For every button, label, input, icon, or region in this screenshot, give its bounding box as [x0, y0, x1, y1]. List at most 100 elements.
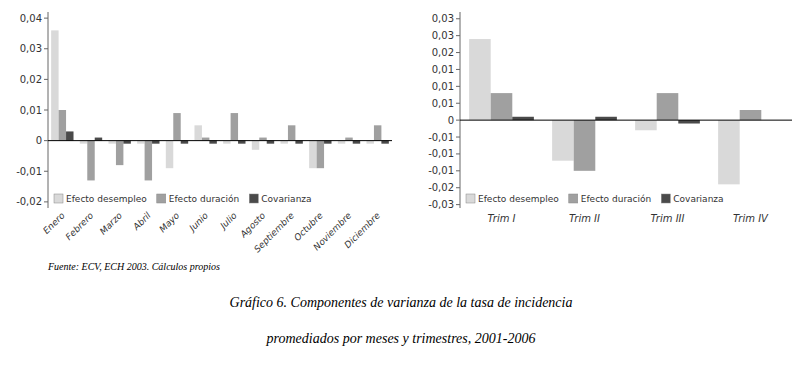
bar	[491, 93, 513, 120]
bar	[317, 141, 324, 169]
y-tick-label: 0,02	[432, 47, 454, 58]
legend-label: Efecto desempleo	[478, 194, 559, 204]
y-tick	[44, 48, 48, 49]
x-tick-label: Febrero	[64, 210, 96, 242]
bar	[374, 125, 381, 140]
bar	[145, 141, 152, 181]
bar	[595, 117, 617, 120]
bar	[309, 141, 316, 169]
y-tick	[44, 110, 48, 111]
x-tick-label: Trim III	[651, 213, 685, 224]
y-tick-label: -0,01	[428, 148, 454, 159]
x-tick-label: Enero	[41, 210, 67, 236]
y-tick-label: 0,03	[432, 13, 454, 24]
y-tick-label: 0,02	[20, 74, 42, 85]
bar	[252, 141, 259, 150]
y-tick-label: -0,01	[428, 132, 454, 143]
y-tick	[456, 187, 460, 188]
bar	[51, 30, 58, 140]
bar	[288, 125, 295, 140]
y-tick-label: 0,03	[432, 30, 454, 41]
legend-swatch	[661, 194, 670, 203]
y-tick-label: -0,03	[428, 199, 454, 210]
legend-swatch	[249, 194, 258, 203]
bar	[512, 117, 534, 120]
bar	[173, 113, 180, 141]
y-tick	[456, 120, 460, 121]
bars	[51, 30, 389, 180]
y-tick-label: 0	[36, 135, 42, 146]
x-tick-label: Diciembre	[342, 210, 382, 250]
y-tick-label: 0,01	[432, 81, 454, 92]
y-tick	[456, 52, 460, 53]
legend-label: Efecto duración	[169, 194, 240, 204]
y-tick-label: -0,01	[428, 165, 454, 176]
y-tick	[44, 201, 48, 202]
y-tick-label: 0,01	[20, 105, 42, 116]
y-tick	[44, 171, 48, 172]
bar	[678, 120, 700, 123]
y-tick-label: 0,04	[20, 13, 42, 24]
bar	[116, 141, 123, 166]
y-tick-label: 0,03	[20, 43, 42, 54]
bar	[574, 120, 596, 171]
bar	[166, 141, 173, 169]
y-tick	[456, 103, 460, 104]
y-tick	[456, 35, 460, 36]
bar	[718, 120, 740, 184]
x-tick-label: Marzo	[98, 210, 125, 237]
legend: Efecto desempleo Efecto duración Covarianz…	[54, 194, 312, 204]
bar	[552, 120, 574, 161]
x-tick-label: Trim IV	[733, 213, 769, 224]
bar	[740, 110, 762, 120]
y-tick-label: 0,01	[432, 64, 454, 75]
y-tick	[456, 69, 460, 70]
figure: -0,02-0,0100,010,020,030,04EneroFebreroM…	[0, 0, 802, 366]
y-tick	[456, 18, 460, 19]
chart: -0,03 -0,02 -0,01 -0,01 -0,01 0 0,01 0,01 0,01 0,…	[428, 12, 792, 224]
bar	[231, 113, 238, 141]
y-axis	[48, 12, 49, 208]
chart: -0,02-0,0100,010,020,030,04EneroFebreroM…	[16, 12, 392, 254]
bar	[59, 110, 66, 141]
legend-label: Covarianza	[261, 194, 311, 204]
y-tick-label: 0,01	[432, 98, 454, 109]
bar	[194, 125, 201, 140]
y-tick	[456, 86, 460, 87]
legend-swatch	[466, 194, 475, 203]
legend: Efecto desempleo Efecto duración Covarianz…	[466, 194, 724, 204]
x-tick-label: Julio	[217, 210, 239, 232]
bars	[469, 39, 761, 184]
x-tick-label: Septiembre	[252, 210, 296, 254]
legend-label: Efecto desempleo	[66, 194, 147, 204]
y-tick	[456, 137, 460, 138]
x-tick-label: Abril	[130, 210, 153, 233]
title: Gráfico 6. Componentes de varianza de la…	[230, 295, 573, 310]
y-axis	[460, 12, 461, 208]
y-tick-label: -0,02	[16, 196, 42, 207]
y-tick	[456, 153, 460, 154]
y-tick	[44, 79, 48, 80]
x-tick-label: Junio	[186, 210, 210, 234]
legend-label: Covarianza	[673, 194, 723, 204]
x-tick-label: Mayo	[157, 210, 181, 234]
y-tick-label: 0	[448, 115, 454, 126]
x-tick-label: Trim I	[487, 213, 515, 224]
x-tick-label: Trim II	[569, 213, 600, 224]
legend-label: Efecto duración	[581, 194, 652, 204]
bar	[469, 39, 491, 120]
y-tick	[456, 170, 460, 171]
bar	[87, 141, 94, 181]
bar	[635, 120, 657, 130]
zero-line	[48, 140, 392, 141]
y-tick-label: -0,01	[16, 166, 42, 177]
title-line-2: promediados por meses y trimestres, 2001…	[266, 331, 536, 346]
y-tick	[44, 18, 48, 19]
bar	[66, 131, 73, 140]
y-tick-label: -0,02	[428, 182, 454, 193]
y-tick	[456, 204, 460, 205]
legend-swatch	[569, 194, 578, 203]
source-note: Fuente: ECV, ECH 2003. Cálculos propios	[47, 261, 220, 272]
legend-swatch	[157, 194, 166, 203]
zero-line	[460, 120, 792, 121]
